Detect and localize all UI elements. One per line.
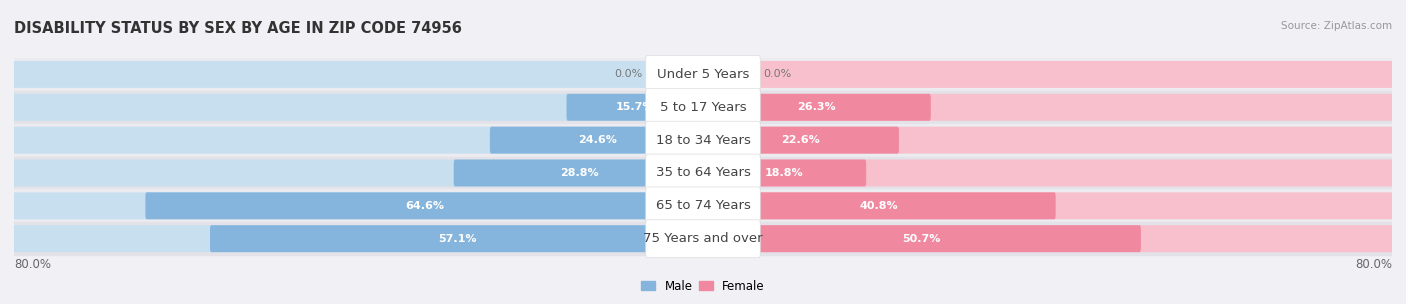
FancyBboxPatch shape (702, 127, 898, 154)
Bar (14, 222, 1392, 255)
Text: 28.8%: 28.8% (560, 168, 599, 178)
FancyBboxPatch shape (567, 94, 704, 121)
Text: DISABILITY STATUS BY SEX BY AGE IN ZIP CODE 74956: DISABILITY STATUS BY SEX BY AGE IN ZIP C… (14, 21, 463, 36)
FancyBboxPatch shape (13, 127, 704, 154)
Text: 65 to 74 Years: 65 to 74 Years (655, 199, 751, 212)
FancyBboxPatch shape (145, 192, 704, 219)
Text: 80.0%: 80.0% (1355, 258, 1392, 271)
FancyBboxPatch shape (702, 61, 1393, 88)
FancyBboxPatch shape (702, 94, 1393, 121)
FancyBboxPatch shape (645, 121, 761, 159)
Text: 18.8%: 18.8% (765, 168, 803, 178)
Bar (14, 124, 1392, 157)
FancyBboxPatch shape (13, 192, 704, 219)
FancyBboxPatch shape (645, 88, 761, 126)
Text: Source: ZipAtlas.com: Source: ZipAtlas.com (1281, 21, 1392, 31)
Text: Under 5 Years: Under 5 Years (657, 68, 749, 81)
Bar (14, 58, 1392, 91)
FancyBboxPatch shape (702, 225, 1393, 252)
FancyBboxPatch shape (489, 127, 704, 154)
Text: 80.0%: 80.0% (14, 258, 51, 271)
FancyBboxPatch shape (13, 61, 704, 88)
Text: 0.0%: 0.0% (763, 69, 792, 79)
Bar (14, 157, 1392, 189)
Text: 22.6%: 22.6% (780, 135, 820, 145)
FancyBboxPatch shape (645, 220, 761, 257)
FancyBboxPatch shape (454, 160, 704, 186)
Text: 5 to 17 Years: 5 to 17 Years (659, 101, 747, 114)
FancyBboxPatch shape (702, 225, 1140, 252)
FancyBboxPatch shape (702, 160, 1393, 186)
Bar (14, 189, 1392, 222)
Text: 57.1%: 57.1% (437, 234, 477, 244)
FancyBboxPatch shape (645, 154, 761, 192)
Text: 26.3%: 26.3% (797, 102, 835, 112)
Text: 50.7%: 50.7% (903, 234, 941, 244)
FancyBboxPatch shape (702, 192, 1056, 219)
Text: 18 to 34 Years: 18 to 34 Years (655, 134, 751, 147)
Bar (14, 91, 1392, 124)
Text: 64.6%: 64.6% (405, 201, 444, 211)
Text: 35 to 64 Years: 35 to 64 Years (655, 167, 751, 179)
FancyBboxPatch shape (702, 127, 1393, 154)
FancyBboxPatch shape (702, 160, 866, 186)
FancyBboxPatch shape (209, 225, 704, 252)
FancyBboxPatch shape (645, 56, 761, 93)
Text: 15.7%: 15.7% (616, 102, 655, 112)
FancyBboxPatch shape (13, 94, 704, 121)
FancyBboxPatch shape (702, 94, 931, 121)
FancyBboxPatch shape (702, 192, 1393, 219)
Text: 75 Years and over: 75 Years and over (643, 232, 763, 245)
Text: 40.8%: 40.8% (859, 201, 898, 211)
FancyBboxPatch shape (645, 187, 761, 225)
Text: 24.6%: 24.6% (578, 135, 616, 145)
FancyBboxPatch shape (13, 225, 704, 252)
Legend: Male, Female: Male, Female (637, 275, 769, 297)
FancyBboxPatch shape (13, 160, 704, 186)
Text: 0.0%: 0.0% (614, 69, 643, 79)
